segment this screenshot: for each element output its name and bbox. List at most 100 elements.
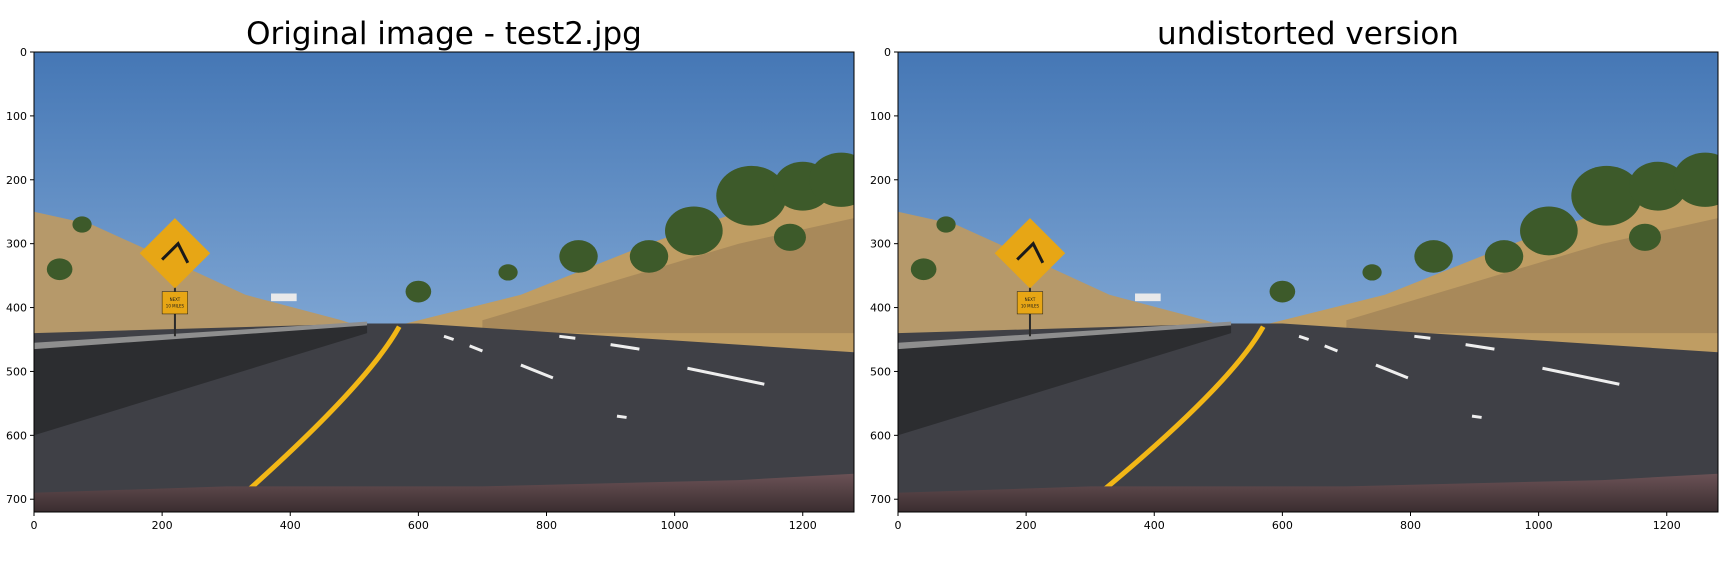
x-tick-label: 1200 (1653, 519, 1681, 532)
x-tick-label: 800 (1400, 519, 1421, 532)
tree (1484, 240, 1524, 273)
yellow-lane-line (243, 325, 402, 495)
tree (665, 206, 723, 256)
yellow-lane-line (1098, 325, 1266, 495)
concrete-barrier (34, 323, 368, 436)
tree (910, 258, 937, 281)
y-tick-label: 600 (6, 429, 27, 442)
lane-dash (1298, 334, 1310, 341)
lane-dash (1471, 414, 1482, 419)
x-tick-label: 0 (895, 519, 902, 532)
x-tick-label: 600 (408, 519, 429, 532)
x-tick-label: 1000 (661, 519, 689, 532)
tree (936, 216, 956, 233)
lane-dash (1324, 344, 1339, 353)
y-tick-label: 700 (870, 493, 891, 506)
tree (1628, 223, 1661, 251)
tree (1628, 161, 1687, 211)
x-tick-label: 0 (31, 519, 38, 532)
y-tick-label: 200 (870, 174, 891, 187)
axes-frame (897, 51, 1719, 513)
sign-plaque-line2: 10 MILES (1021, 304, 1040, 309)
tree (773, 223, 806, 251)
y-tick-label: 500 (6, 365, 27, 378)
sign-plaque (1016, 291, 1044, 315)
road-photo: NEXT 10 MILES (34, 52, 854, 512)
y-tick-label: 0 (20, 46, 27, 59)
y-tick-label: 700 (6, 493, 27, 506)
deer-icon (161, 241, 190, 264)
tree (46, 258, 73, 281)
sign-plaque (161, 291, 188, 315)
x-tick-label: 600 (1272, 519, 1293, 532)
lane-dash (443, 334, 455, 341)
sign-plaque-line1: NEXT (1025, 297, 1036, 302)
tree (1414, 240, 1453, 273)
left-hillside (34, 211, 380, 353)
tree (559, 240, 598, 273)
tree (1520, 206, 1578, 256)
tree (72, 216, 92, 233)
tree (629, 240, 669, 273)
concrete-barrier (898, 323, 1232, 436)
y-tick-label: 300 (6, 238, 27, 251)
tree (1673, 152, 1718, 207)
x-tick-label: 400 (1144, 519, 1165, 532)
barrier-top (34, 321, 368, 350)
lane-dash (610, 343, 640, 351)
car-hood (34, 473, 854, 512)
panel-title: undistorted version (1157, 16, 1459, 52)
tree (809, 152, 854, 207)
lane-dash (559, 334, 576, 340)
building (1135, 293, 1161, 302)
barrier-top (898, 321, 1232, 350)
y-tick-label: 400 (870, 302, 891, 315)
axes-frame (33, 51, 855, 513)
x-tick-label: 800 (536, 519, 557, 532)
x-tick-label: 1200 (789, 519, 817, 532)
y-tick-label: 600 (870, 429, 891, 442)
photo-content: NEXT 10 MILES (898, 52, 1718, 512)
y-tick-label: 200 (6, 174, 27, 187)
right-hillside-shadow (1346, 218, 1718, 334)
lane-dash (1414, 334, 1431, 340)
x-tick-label: 1000 (1525, 519, 1553, 532)
tree (498, 264, 518, 281)
lane-dash (520, 363, 554, 380)
lane-dash (1375, 363, 1409, 380)
y-tick-label: 100 (6, 110, 27, 123)
y-tick-label: 100 (870, 110, 891, 123)
deer-sign (139, 218, 211, 289)
figure-panel-undistorted: undistorted version NEXT 10 MILES 0 200 400… (864, 0, 1728, 576)
lane-dash (469, 344, 483, 353)
deer-icon (1016, 241, 1045, 264)
left-hillside (898, 211, 1244, 353)
lane-dash (1465, 343, 1495, 351)
car-hood (898, 473, 1718, 512)
tree (1571, 165, 1642, 226)
x-tick-label: 200 (152, 519, 173, 532)
sign-plaque-line1: NEXT (170, 297, 181, 302)
figure-panel-original: Original image - test2.jpg NEXT 10 MILES … (6, 16, 855, 532)
lane-dash (616, 414, 627, 419)
tree (716, 165, 787, 226)
plot-area: NEXT 10 MILES 0 200 400 600 800 1000 1200 0 100 20… (870, 46, 1719, 532)
tree (405, 280, 432, 303)
building (271, 293, 297, 302)
y-tick-label: 400 (6, 302, 27, 315)
x-tick-label: 400 (280, 519, 301, 532)
axes: 0 200 400 600 800 1000 1200 0 100 200 300 400 500 600… (6, 46, 855, 532)
axes: 0 200 400 600 800 1000 1200 0 100 200 300 400 500 600… (870, 46, 1719, 532)
deer-sign (994, 218, 1066, 289)
sign-plaque-line2: 10 MILES (166, 304, 185, 309)
plot-area: NEXT 10 MILES 0 200 400 600 800 1000 1200 0 100 20… (6, 46, 855, 532)
right-hillside-shadow (482, 218, 854, 334)
tree (1362, 264, 1382, 281)
lane-dash (687, 366, 765, 386)
panel-title: Original image - test2.jpg (246, 16, 642, 52)
tree (1269, 280, 1296, 303)
y-tick-label: 300 (870, 238, 891, 251)
y-tick-label: 500 (870, 365, 891, 378)
x-tick-label: 200 (1016, 519, 1037, 532)
road-photo: NEXT 10 MILES (898, 52, 1718, 512)
